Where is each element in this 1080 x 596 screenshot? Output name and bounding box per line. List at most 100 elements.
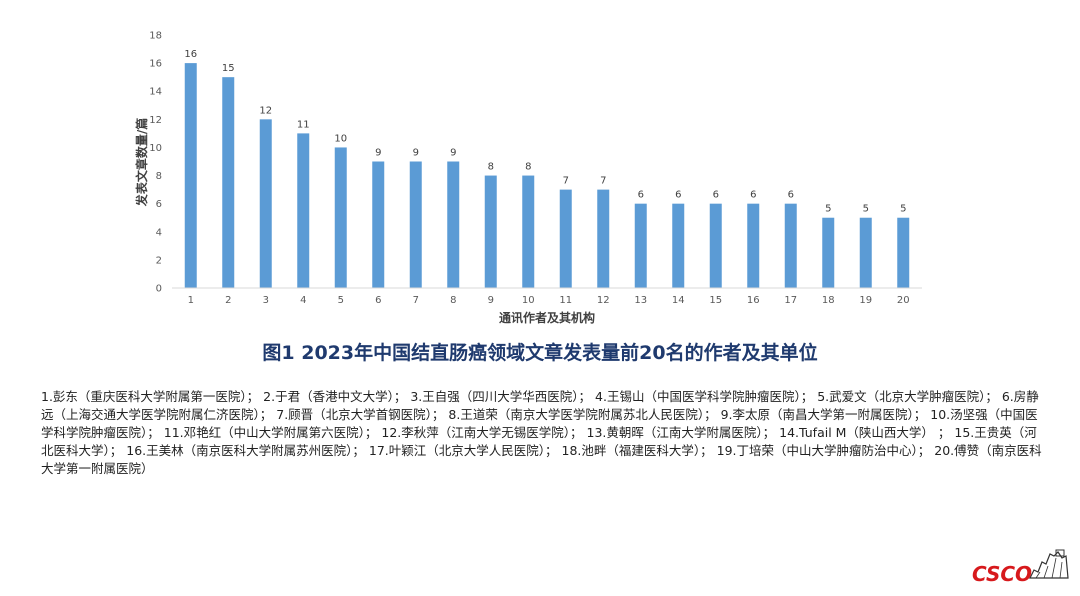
figure-title: 图1 2023年中国结直肠癌领域文章发表量前20名的作者及其单位	[262, 342, 818, 364]
bar	[222, 77, 235, 289]
bar	[484, 175, 497, 288]
author-item: 13.黄朝晖（江南大学附属医院）；	[586, 425, 776, 440]
author-item: 11.邓艳红（中山大学附属第六医院）；	[163, 425, 378, 440]
bar	[672, 203, 685, 288]
x-tick-label: 9	[488, 295, 494, 306]
data-label: 5	[900, 204, 906, 215]
author-item: 19.丁培荣（中山大学肿瘤防治中心）；	[716, 443, 931, 458]
x-tick-label: 18	[822, 295, 835, 306]
author-item: 10.汤坚强（中国医学科学院肿瘤医院）；	[41, 407, 1038, 440]
x-tick-label: 19	[859, 295, 872, 306]
y-tick-label: 10	[149, 143, 162, 154]
data-label: 8	[488, 162, 494, 173]
bars: 16 15 12 11 10 9 9 9 8 8 7 7 6 6 6 6 6 5 5 5	[184, 49, 910, 289]
data-label: 5	[863, 204, 869, 215]
x-tick-label: 8	[450, 295, 456, 306]
author-item: 1.彭东（重庆医科大学附属第一医院）；	[41, 389, 260, 404]
author-item: 15.王贵英（河北医科大学）；	[41, 425, 1037, 458]
data-label: 11	[297, 119, 310, 130]
bar	[447, 161, 460, 288]
x-axis-title: 通讯作者及其机构	[499, 310, 595, 325]
y-axis-title: 发表文章数量/篇	[134, 118, 149, 207]
author-item: 18.池畔（福建医科大学）；	[561, 443, 713, 458]
bar	[334, 147, 347, 288]
author-item: 12.李秋萍（江南大学无锡医学院）；	[381, 425, 583, 440]
great-wall-icon	[1029, 549, 1069, 579]
bar	[784, 203, 797, 288]
x-tick-label: 1	[188, 295, 194, 306]
bar	[859, 217, 872, 288]
data-label: 6	[750, 190, 756, 201]
y-tick-label: 2	[156, 255, 162, 266]
y-tick-label: 14	[149, 87, 162, 98]
author-item: 2.于君（香港中文大学）；	[263, 389, 407, 404]
author-item: 6.房静远（上海交通大学医学院附属仁济医院）；	[41, 389, 1039, 422]
y-tick-label: 16	[149, 59, 162, 70]
data-label: 6	[675, 190, 681, 201]
x-tick-label: 3	[263, 295, 269, 306]
x-tick-label: 12	[597, 295, 610, 306]
x-tick-label: 11	[559, 295, 572, 306]
data-label: 15	[222, 63, 235, 74]
csco-logo: CSCO	[972, 548, 1072, 590]
x-tick-label: 10	[522, 295, 535, 306]
y-tick-label: 0	[156, 284, 162, 295]
author-item: 14.Tufail M（陕山西大学） ；	[779, 425, 951, 440]
y-tick-label: 12	[149, 115, 162, 126]
author-item: 8.王道荣（南京大学医学院附属苏北人民医院）；	[448, 407, 717, 422]
data-label: 9	[413, 148, 419, 159]
data-label: 8	[525, 162, 531, 173]
x-tick-label: 17	[784, 295, 797, 306]
x-tick-label: 5	[338, 295, 344, 306]
x-tick-label: 15	[709, 295, 722, 306]
data-label: 10	[334, 133, 347, 144]
data-label: 7	[600, 176, 606, 187]
y-tick-label: 18	[149, 31, 162, 42]
data-label: 7	[563, 176, 569, 187]
bar	[259, 119, 272, 288]
data-label: 6	[713, 190, 719, 201]
data-label: 6	[788, 190, 794, 201]
bar	[184, 63, 197, 288]
data-label: 6	[638, 190, 644, 201]
author-item: 17.叶颖江（北京大学人民医院）；	[368, 443, 558, 458]
author-item: 16.王美林（南京医科大学附属苏州医院）；	[126, 443, 365, 458]
logo-text: CSCO	[972, 562, 1033, 586]
bar	[372, 161, 385, 288]
data-label: 5	[825, 204, 831, 215]
bar	[522, 175, 535, 288]
author-item: 3.王自强（四川大学华西医院）；	[410, 389, 592, 404]
x-tick-label: 14	[672, 295, 685, 306]
bar	[747, 203, 760, 288]
data-label: 12	[259, 105, 272, 116]
bar	[597, 189, 610, 288]
data-label: 16	[184, 49, 197, 60]
author-item: 5.武爱文（北京大学肿瘤医院）；	[817, 389, 998, 404]
bar	[559, 189, 572, 288]
x-tick-label: 20	[897, 295, 910, 306]
data-label: 9	[375, 148, 381, 159]
x-tick-label: 2	[225, 295, 231, 306]
bar	[409, 161, 422, 288]
author-item: 7.顾晋（北京大学首钢医院）；	[276, 407, 445, 422]
data-label: 9	[450, 148, 456, 159]
bar	[297, 133, 310, 288]
y-tick-label: 4	[156, 227, 162, 238]
bar	[634, 203, 647, 288]
y-tick-label: 8	[156, 171, 162, 182]
bar	[897, 217, 910, 288]
x-tick-label: 4	[300, 295, 306, 306]
y-tick-label: 6	[156, 199, 162, 210]
author-institution-list: 1.彭东（重庆医科大学附属第一医院）； 2.于君（香港中文大学）； 3.王自强（…	[41, 388, 1046, 478]
author-item: 20.傅赞（南京医科大学第一附属医院）	[41, 443, 1042, 476]
x-tick-label: 13	[634, 295, 647, 306]
bar	[822, 217, 835, 288]
x-tick-label: 7	[413, 295, 419, 306]
author-item: 4.王锡山（中国医学科学院肿瘤医院）；	[595, 389, 814, 404]
author-item: 9.李太原（南昌大学第一附属医院）；	[720, 407, 927, 422]
y-axis: 0 2 4 6 8 10 12 14 16 18	[149, 31, 162, 295]
x-axis: 1 2 3 4 5 6 7 8 9 10 11 12 13 14 15 16 17 18 19 20	[172, 287, 922, 306]
x-tick-label: 6	[375, 295, 381, 306]
x-tick-label: 16	[747, 295, 760, 306]
